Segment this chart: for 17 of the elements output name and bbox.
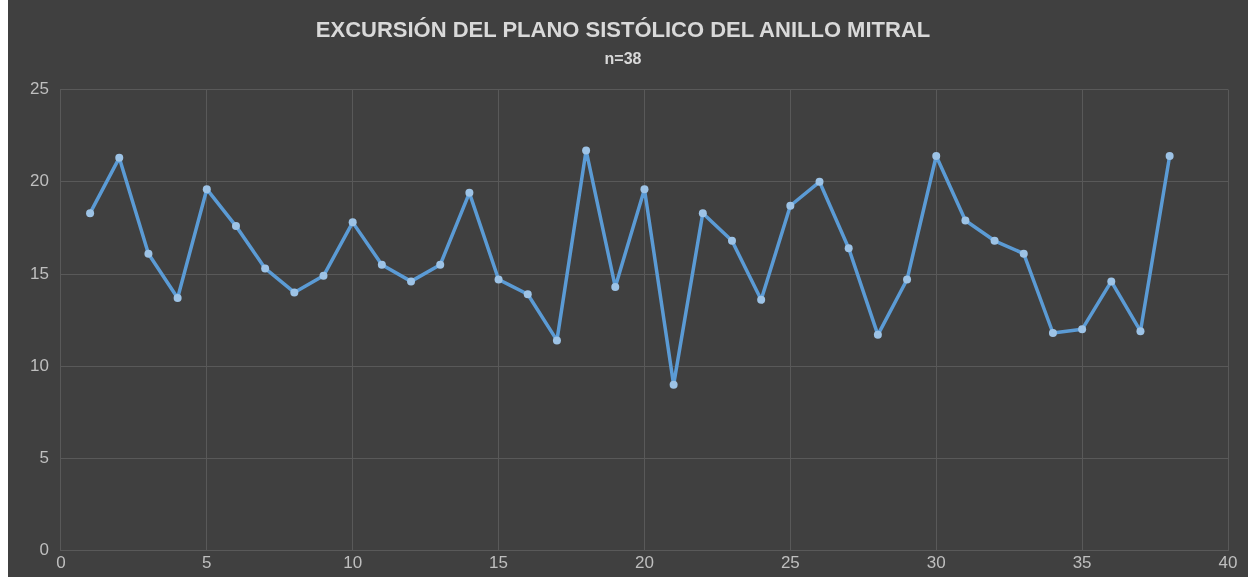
y-tick-label: 25 <box>29 79 49 99</box>
x-tick-label: 40 <box>1218 553 1238 573</box>
chart-title: EXCURSIÓN DEL PLANO SISTÓLICO DEL ANILLO MITRAL <box>315 17 931 43</box>
y-tick-label: 0 <box>39 540 49 560</box>
x-tick-label: 10 <box>343 553 363 573</box>
x-tick-label: 5 <box>202 553 212 573</box>
x-tick-label: 0 <box>56 553 66 573</box>
chart-subtitle: n=38 <box>604 50 642 68</box>
x-tick-label: 35 <box>1072 553 1092 573</box>
y-tick-label: 10 <box>29 355 49 375</box>
y-tick-label: 5 <box>39 448 49 468</box>
x-tick-label: 15 <box>489 553 509 573</box>
y-tick-label: 20 <box>29 171 49 191</box>
x-tick-label: 20 <box>634 553 654 573</box>
x-tick-label: 25 <box>780 553 800 573</box>
x-tick-label: 30 <box>926 553 946 573</box>
y-tick-label: 15 <box>29 263 49 283</box>
